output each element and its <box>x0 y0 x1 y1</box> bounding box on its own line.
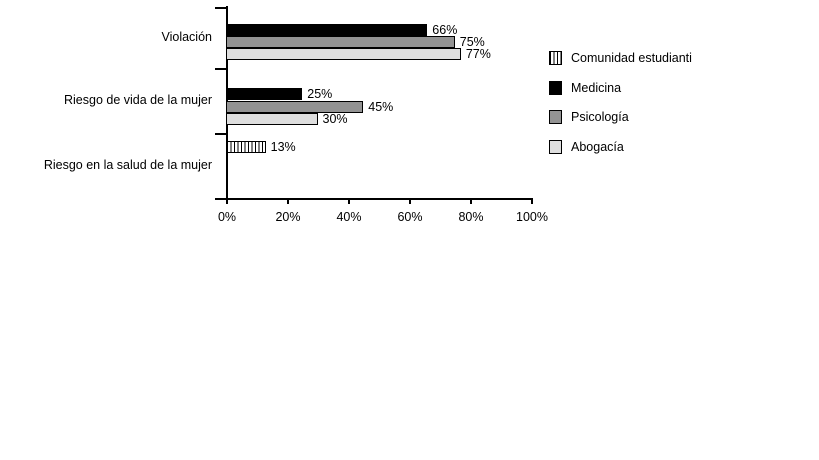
x-axis-tick-label: 80% <box>458 210 484 224</box>
bar <box>226 100 364 113</box>
x-axis <box>215 198 532 200</box>
x-axis-tick <box>470 198 472 204</box>
category-label: Riesgo en la salud de la mujer <box>43 157 212 172</box>
bar <box>226 140 266 153</box>
x-axis-tick <box>531 198 533 204</box>
bar-value-label: 77% <box>465 47 491 62</box>
legend-swatch <box>549 80 562 95</box>
legend-item-label: Medicina <box>571 80 622 95</box>
bar-value-label: 25% <box>307 87 333 102</box>
legend-swatch <box>549 140 562 155</box>
category-label: Violación <box>161 29 212 44</box>
x-axis-tick <box>348 198 350 204</box>
legend-item-label: Abogacía <box>571 140 624 155</box>
y-axis-tick <box>215 68 226 70</box>
legend-item: Psicología <box>549 110 629 125</box>
bar <box>226 88 303 101</box>
legend-item: Abogacía <box>549 140 624 155</box>
bar-value-label: 13% <box>270 139 296 154</box>
y-axis-tick <box>215 7 226 9</box>
bar-value-label: 30% <box>322 111 348 126</box>
x-axis-tick-label: 20% <box>275 210 301 224</box>
bar <box>226 36 455 48</box>
bar <box>226 23 428 36</box>
y-axis-tick <box>215 133 226 135</box>
x-axis-tick-label: 100% <box>516 210 548 224</box>
legend-item: Medicina <box>549 80 622 95</box>
legend-item-label: Psicología <box>571 110 629 125</box>
x-axis-tick-label: 40% <box>336 210 362 224</box>
x-axis-tick <box>226 198 228 204</box>
x-axis-tick-label: 60% <box>397 210 423 224</box>
legend-swatch <box>549 51 562 65</box>
category-label: Riesgo de vida de la mujer <box>64 92 212 107</box>
x-axis-tick <box>409 198 411 204</box>
bar-value-label: 75% <box>459 35 485 49</box>
bar <box>226 112 318 125</box>
legend-item: Comunidad estudianti <box>549 51 692 65</box>
x-axis-tick-label: 0% <box>217 210 237 224</box>
x-axis-tick <box>287 198 289 204</box>
bar-value-label: 45% <box>368 99 394 114</box>
legend-swatch <box>549 110 562 125</box>
bar <box>226 48 461 61</box>
bar-value-label: 66% <box>432 22 458 37</box>
legend-item-label: Comunidad estudianti <box>571 51 692 65</box>
